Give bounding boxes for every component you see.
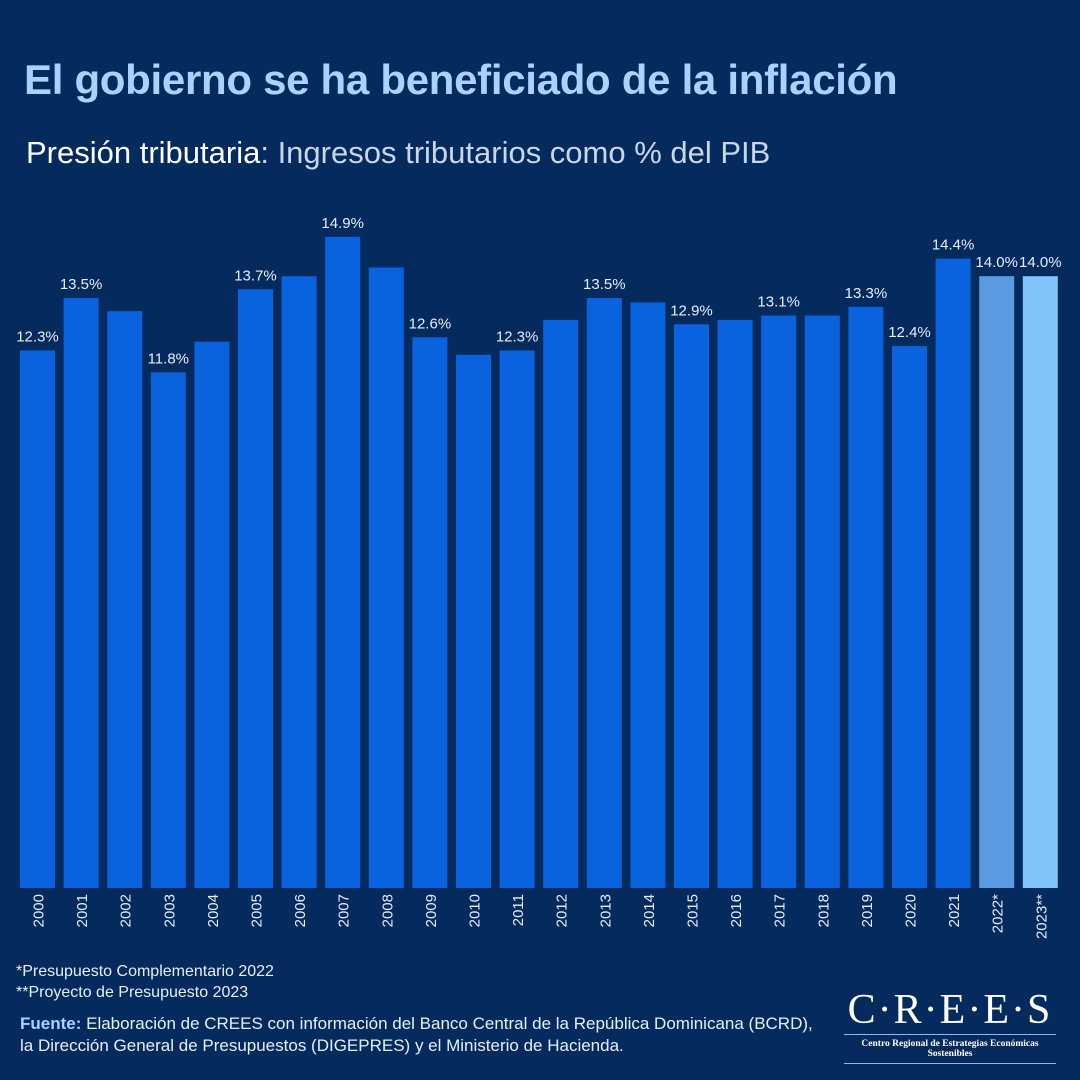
x-tick-label: 2008 (379, 894, 396, 927)
bar-2013 (586, 298, 622, 888)
x-tick-label: 2000 (31, 894, 48, 927)
source-text: Elaboración de CREES con información del… (20, 1014, 813, 1055)
data-label: 12.3% (16, 328, 59, 345)
data-label: 12.3% (496, 328, 539, 345)
x-tick-label: 2010 (467, 894, 484, 927)
data-label: 11.8% (148, 350, 189, 367)
bar-2004 (194, 341, 230, 888)
bar-2008 (368, 267, 404, 889)
x-tick-label: 2023** (1033, 894, 1050, 939)
bar-2007 (325, 236, 361, 888)
data-label: 13.5% (60, 276, 103, 293)
x-tick-label: 2009 (423, 894, 440, 927)
footnote-2023: **Proyecto de Presupuesto 2023 (16, 984, 249, 1001)
data-label: 13.7% (234, 267, 277, 284)
logo-name: C·R·E·E·S (847, 987, 1053, 1033)
data-label: 12.6% (409, 315, 452, 332)
bar-2015 (674, 324, 709, 888)
x-tick-label: 2006 (292, 894, 309, 927)
x-tick-label: 2022* (990, 894, 1007, 933)
x-tick-label: 2011 (510, 894, 527, 926)
data-label: 13.5% (583, 276, 626, 293)
bar-2001 (63, 298, 99, 888)
data-label: 12.9% (670, 302, 713, 319)
data-label: 12.4% (888, 324, 931, 341)
x-tick-label: 2017 (772, 894, 789, 927)
bar-2002 (107, 311, 143, 888)
x-tick-label: 2013 (597, 894, 614, 927)
bar-2012 (543, 319, 579, 888)
logo-tagline: Centro Regional de Estrategias Económica… (861, 1039, 1039, 1059)
bar-2005 (238, 289, 273, 888)
subtitle-rest: : Ingresos tributarios como % del PIB (260, 135, 771, 170)
x-tick-label: 2014 (641, 894, 658, 927)
bar-2018 (804, 315, 840, 888)
x-tick-label: 2021 (946, 894, 963, 927)
data-label: 14.0% (1019, 254, 1062, 271)
data-label: 13.3% (845, 285, 888, 302)
bar-2019 (848, 306, 884, 888)
x-tick-label: 2019 (859, 894, 876, 927)
subtitle-bold: Presión tributaria (26, 135, 261, 170)
crees-logo: C·R·E·E·S Centro Regional de Estrategias… (840, 988, 1060, 1066)
data-label: 14.0% (975, 254, 1018, 271)
x-tick-label: 2005 (249, 894, 266, 927)
source-label: Fuente: (20, 1014, 82, 1033)
x-tick-label: 2020 (903, 894, 920, 927)
chart-title: El gobierno se ha beneficiado de la infl… (24, 56, 898, 103)
bar-2011 (499, 350, 535, 888)
bar-2016 (717, 319, 753, 888)
footnotes: *Presupuesto Complementario 2022 **Proye… (16, 961, 274, 1003)
bar-chart: 12.3% 2000 13.5% 2001 2002 11.8% 2003 2004 13.7%… (16, 215, 1062, 939)
bar-2003 (150, 372, 186, 889)
x-tick-label: 2007 (336, 894, 353, 927)
data-label: 14.9% (321, 215, 364, 232)
x-tick-label: 2015 (685, 894, 702, 927)
x-tick-label: 2002 (118, 894, 135, 927)
x-tick-label: 2003 (161, 894, 178, 927)
bar-2000 (20, 350, 55, 888)
bar-2021 (935, 258, 971, 889)
x-tick-label: 2018 (815, 894, 832, 927)
bar-2023 (1022, 276, 1058, 888)
bar-2006 (281, 276, 317, 888)
footnote-2022: *Presupuesto Complementario 2022 (16, 963, 274, 980)
bar-2017 (761, 315, 797, 888)
data-label: 13.1% (757, 294, 800, 311)
x-tick-label: 2016 (728, 894, 745, 927)
bar-2022 (979, 276, 1015, 888)
bar-2014 (630, 302, 666, 888)
x-tick-label: 2004 (205, 894, 222, 927)
x-tick-label: 2001 (74, 894, 91, 927)
source-note: Fuente: Elaboración de CREES con informa… (20, 1013, 820, 1057)
x-tick-label: 2012 (554, 894, 571, 927)
bar-2020 (892, 346, 927, 888)
bar-2010 (456, 354, 491, 888)
bar-2009 (412, 337, 448, 888)
data-label: 14.4% (932, 237, 975, 254)
chart-subtitle: Presión tributaria: Ingresos tributarios… (26, 135, 770, 171)
